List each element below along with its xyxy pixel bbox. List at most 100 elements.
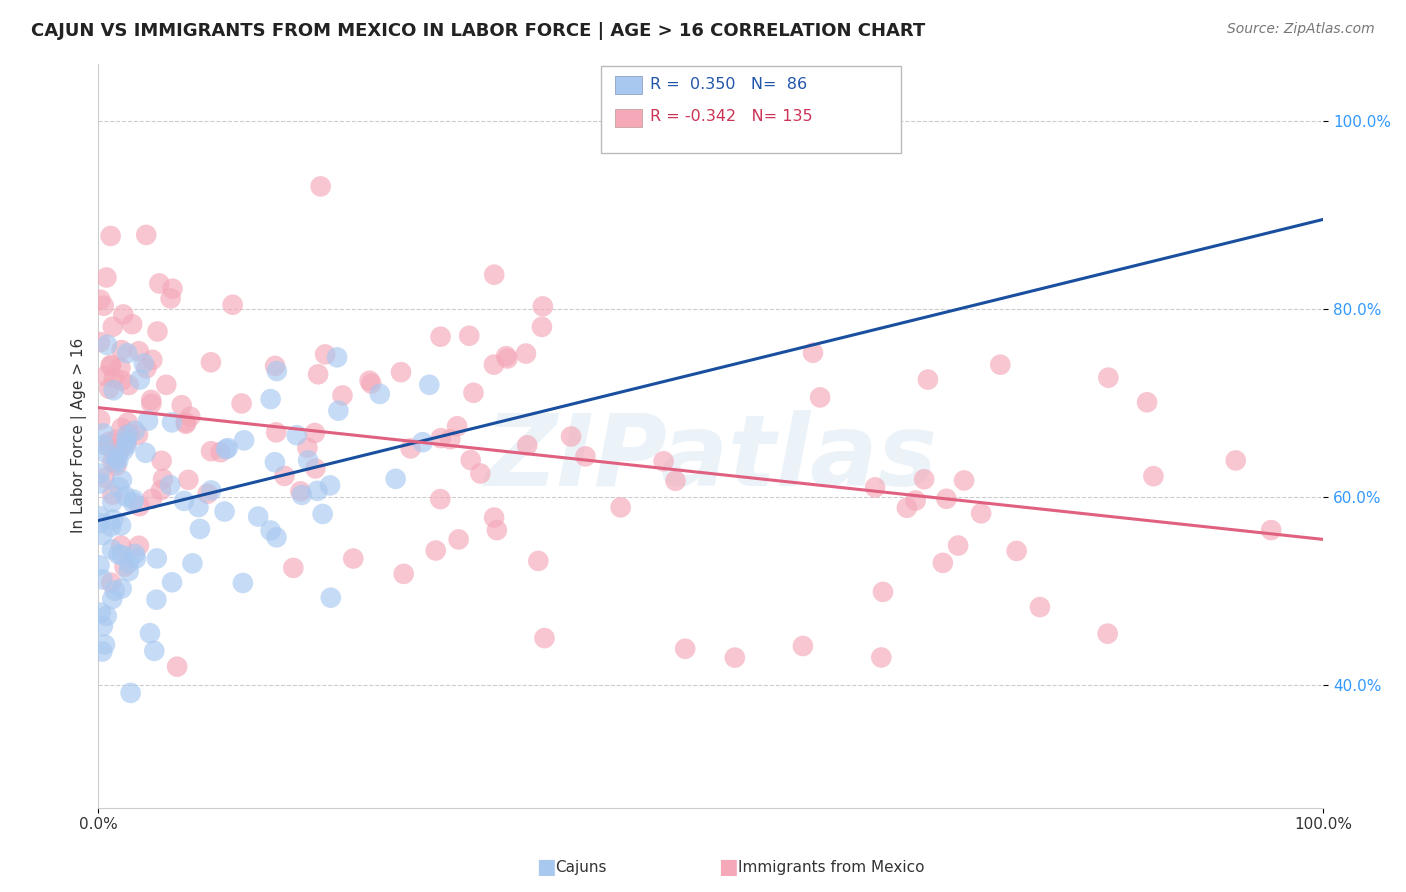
Point: [104, 583, 127, 598]
Point: [307, 483, 329, 498]
Point: [100, 519, 122, 533]
Point: [160, 575, 183, 590]
Point: [179, 409, 201, 424]
Point: [111, 373, 134, 387]
Point: [96, 609, 118, 624]
Point: [118, 564, 141, 578]
Point: [342, 551, 364, 566]
Point: [319, 478, 342, 492]
Point: [118, 556, 141, 570]
Point: [1136, 395, 1159, 409]
Point: [145, 592, 167, 607]
Point: [96, 270, 118, 285]
Point: [430, 431, 453, 445]
Point: [389, 365, 412, 379]
Point: [482, 358, 505, 372]
Point: [187, 500, 209, 515]
Point: [101, 591, 124, 606]
Point: [125, 551, 148, 566]
Point: [100, 229, 122, 244]
Point: [104, 456, 127, 470]
Point: [108, 480, 131, 494]
Point: [384, 472, 406, 486]
Point: [98, 440, 121, 454]
Point: [188, 522, 211, 536]
Point: [100, 575, 122, 590]
Point: [118, 427, 141, 442]
Point: [673, 641, 696, 656]
Point: [297, 453, 319, 467]
Point: [127, 427, 149, 442]
Point: [953, 474, 976, 488]
Point: [446, 419, 468, 434]
Point: [96, 338, 118, 352]
Point: [103, 371, 125, 385]
Point: [1097, 626, 1119, 640]
Point: [128, 499, 150, 513]
Point: [93, 426, 115, 441]
Point: [233, 434, 256, 448]
Point: [91, 644, 114, 658]
Point: [159, 292, 181, 306]
Point: [359, 374, 381, 388]
Point: [91, 528, 114, 542]
Point: [463, 385, 485, 400]
Point: [531, 299, 554, 313]
Point: [863, 480, 886, 494]
Point: [89, 413, 111, 427]
Point: [122, 492, 145, 507]
Point: [197, 486, 219, 500]
Point: [101, 495, 124, 509]
Point: [399, 442, 422, 456]
Point: [117, 416, 139, 430]
Point: [141, 491, 163, 506]
Point: [101, 488, 124, 502]
Point: [89, 558, 111, 573]
Point: [263, 455, 285, 469]
Text: R =  0.350   N=  86: R = 0.350 N= 86: [650, 77, 807, 92]
Point: [266, 530, 288, 544]
Point: [90, 476, 112, 491]
Bar: [616, 76, 643, 94]
Point: [932, 556, 955, 570]
Point: [418, 377, 440, 392]
Point: [141, 352, 163, 367]
Point: [217, 441, 239, 455]
Point: [290, 484, 312, 499]
Point: [111, 343, 134, 357]
Text: Source: ZipAtlas.com: Source: ZipAtlas.com: [1227, 22, 1375, 37]
Point: [285, 428, 308, 442]
Point: [100, 359, 122, 373]
Text: Cajuns: Cajuns: [555, 860, 607, 874]
Point: [139, 626, 162, 640]
Point: [988, 358, 1011, 372]
Point: [801, 345, 824, 359]
Point: [724, 650, 747, 665]
Point: [412, 435, 434, 450]
Point: [482, 268, 505, 282]
Point: [808, 391, 831, 405]
Point: [946, 539, 969, 553]
Point: [89, 516, 111, 531]
Point: [160, 415, 183, 429]
Point: [141, 392, 163, 407]
Point: [143, 644, 166, 658]
Point: [215, 442, 238, 457]
Point: [101, 455, 124, 469]
Point: [105, 458, 128, 473]
Point: [328, 403, 350, 417]
Point: [291, 488, 314, 502]
Point: [266, 364, 288, 378]
Point: [100, 358, 122, 372]
Point: [89, 293, 111, 307]
Point: [121, 317, 143, 331]
Point: [115, 434, 138, 448]
Point: [200, 483, 222, 498]
Point: [115, 346, 138, 360]
Point: [200, 355, 222, 369]
Point: [128, 539, 150, 553]
Point: [94, 638, 117, 652]
Point: [110, 518, 132, 533]
Point: [115, 436, 138, 450]
Point: [124, 547, 146, 561]
